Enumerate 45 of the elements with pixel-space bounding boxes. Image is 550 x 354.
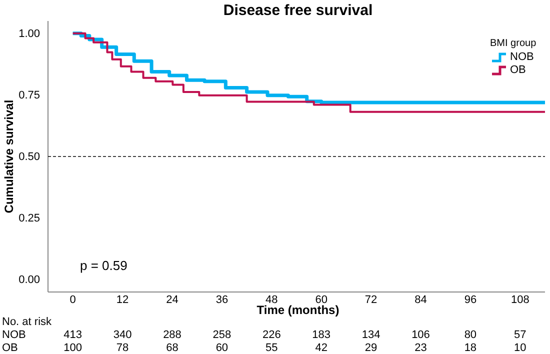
text: 226	[262, 329, 281, 341]
text: 18	[464, 342, 477, 354]
text: OB	[2, 342, 18, 354]
y-tick-label: 0.00	[18, 274, 40, 286]
annotation: p = 0.59	[80, 258, 128, 273]
x-tick-label: 108	[510, 294, 530, 306]
text: 413	[64, 329, 82, 341]
x-tick-label: 48	[266, 294, 278, 306]
text: 106	[412, 329, 430, 341]
text: 183	[312, 329, 331, 341]
text: 60	[216, 342, 228, 354]
x-axis-title: Time (months)	[256, 303, 340, 317]
legend-title: BMI group	[490, 38, 537, 49]
text: 100	[64, 342, 82, 354]
legend-label: NOB	[510, 51, 534, 63]
x-tick-label: 0	[70, 294, 76, 306]
text: 23	[414, 342, 427, 354]
x-tick-label: 60	[315, 294, 328, 306]
chart-title: Disease free survival	[223, 2, 373, 19]
y-tick-label: 0.50	[18, 151, 40, 164]
x-tick-label: 36	[216, 294, 228, 306]
x-tick-label: 12	[116, 294, 129, 306]
text: 340	[113, 329, 132, 341]
legend-label: OB	[510, 64, 526, 76]
text: 134	[362, 329, 380, 341]
text: NOB	[2, 329, 26, 341]
text: 57	[514, 329, 526, 341]
y-axis-title: Cumulative survival	[2, 100, 16, 214]
y-tick-label: 0.75	[18, 89, 40, 102]
x-tick-label: 24	[166, 294, 178, 306]
text: 68	[166, 342, 178, 354]
text: 80	[464, 329, 477, 341]
text: 78	[116, 342, 129, 354]
text: 29	[364, 342, 378, 354]
y-tick-label: 0.25	[18, 212, 40, 225]
x-tick-label: 96	[464, 294, 477, 306]
x-tick-label: 72	[364, 294, 378, 306]
text: 258	[212, 329, 232, 341]
text: 288	[163, 329, 182, 341]
text: 10	[514, 342, 526, 354]
text: 55	[266, 342, 278, 354]
y-tick-label: 1.00	[18, 28, 40, 40]
x-tick-label: 84	[414, 294, 427, 306]
text: No. at risk	[2, 316, 52, 328]
text: 42	[315, 342, 328, 354]
